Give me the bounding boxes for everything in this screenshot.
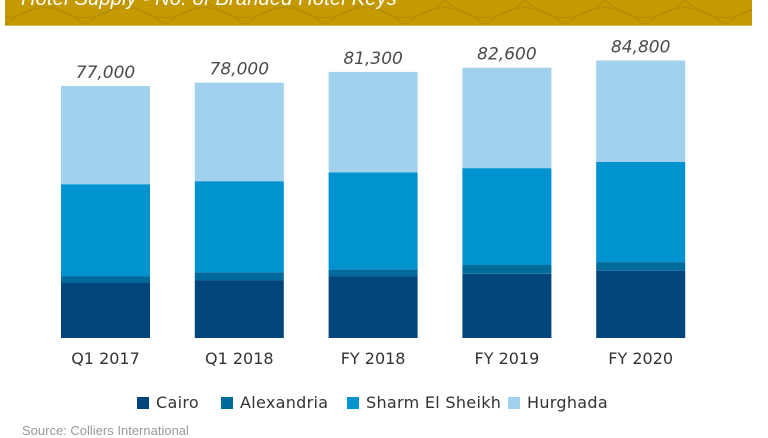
stacked-bar-chart: 77,000 Q1 2017 78,000 Q1 2018 81,300 FY 2018 8… <box>61 38 686 368</box>
bar-segment-cairo-q1-2018 <box>194 280 284 338</box>
category-label-q1-2017: Q1 2017 <box>71 349 140 368</box>
bar-segment-sharm-el-sheikh-q1-2017 <box>61 184 150 277</box>
bar-segment-hurghada-q1-2018 <box>194 82 284 182</box>
source-note: Source: Colliers International <box>22 423 189 438</box>
bar-group-q1-2018 <box>194 82 284 338</box>
legend-item-alexandria: Alexandria <box>221 393 328 412</box>
category-label-fy-2020: FY 2020 <box>608 349 673 368</box>
bar-segment-cairo-fy-2020 <box>596 270 686 338</box>
total-label-q1-2017: 77,000 <box>76 63 135 83</box>
bar-segment-sharm-el-sheikh-fy-2020 <box>596 161 686 262</box>
category-label-fy-2018: FY 2018 <box>341 349 406 368</box>
chart-title: Hotel Supply - No. of Branded Hotel Keys <box>21 0 397 11</box>
legend-swatch-cairo <box>137 396 149 409</box>
legend-label-sharm-el-sheikh: Sharm El Sheikh <box>366 393 502 412</box>
bar-segment-sharm-el-sheikh-fy-2019 <box>462 168 552 265</box>
category-label-fy-2019: FY 2019 <box>475 349 540 368</box>
legend-label-cairo: Cairo <box>156 393 199 412</box>
bar-segment-cairo-fy-2018 <box>328 276 418 338</box>
bar-segment-alexandria-q1-2017 <box>61 276 150 283</box>
bar-segment-sharm-el-sheikh-q1-2018 <box>194 181 284 273</box>
legend: Cairo Alexandria Sharm El Sheikh Hurghada <box>0 393 768 413</box>
legend-item-hurghada: Hurghada <box>508 393 608 412</box>
banner-pattern <box>5 0 752 25</box>
bar-segment-hurghada-fy-2018 <box>328 71 418 173</box>
bar-segment-hurghada-fy-2020 <box>596 60 686 162</box>
legend-swatch-alexandria <box>221 396 233 409</box>
bar-segment-sharm-el-sheikh-fy-2018 <box>328 172 418 270</box>
bar-segment-alexandria-fy-2018 <box>328 269 418 277</box>
bar-segment-alexandria-q1-2018 <box>194 272 284 281</box>
bar-segment-hurghada-q1-2017 <box>61 86 150 185</box>
legend-swatch-sharm-el-sheikh <box>347 396 359 409</box>
bar-group-fy-2019 <box>462 67 552 338</box>
bar-segment-alexandria-fy-2019 <box>462 265 552 274</box>
bar-segment-cairo-q1-2017 <box>61 283 150 338</box>
category-label-q1-2018: Q1 2018 <box>205 349 274 368</box>
legend-item-cairo: Cairo <box>137 393 199 412</box>
bar-segment-alexandria-fy-2020 <box>596 262 686 271</box>
bar-group-fy-2020 <box>596 60 686 338</box>
legend-swatch-hurghada <box>508 396 520 409</box>
bar-group-fy-2018 <box>328 71 418 338</box>
legend-label-alexandria: Alexandria <box>240 393 329 412</box>
bar-group-q1-2017 <box>61 86 150 338</box>
bar-segment-hurghada-fy-2019 <box>462 67 552 169</box>
total-label-fy-2019: 82,600 <box>477 45 536 65</box>
legend-label-hurghada: Hurghada <box>527 393 608 412</box>
total-label-fy-2020: 84,800 <box>611 38 670 58</box>
total-label-q1-2018: 78,000 <box>210 60 269 80</box>
title-banner: Hotel Supply - No. of Branded Hotel Keys <box>5 0 752 26</box>
bar-segment-cairo-fy-2019 <box>462 273 552 338</box>
legend-item-sharm-el-sheikh: Sharm El Sheikh <box>347 393 501 412</box>
total-label-fy-2018: 81,300 <box>343 49 402 69</box>
